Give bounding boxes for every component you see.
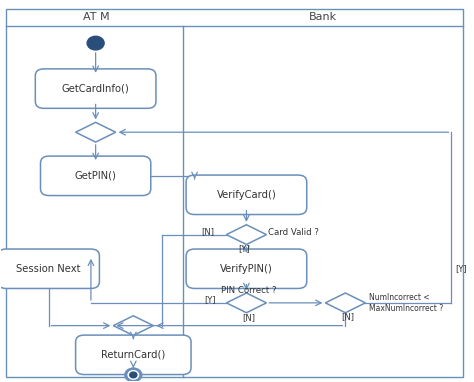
Text: VerifyCard(): VerifyCard()	[217, 190, 276, 200]
Text: [N]: [N]	[201, 227, 215, 236]
FancyBboxPatch shape	[76, 335, 191, 374]
Polygon shape	[76, 122, 116, 142]
Text: [N]: [N]	[242, 313, 255, 322]
Text: Bank: Bank	[309, 12, 337, 22]
Text: VerifyPIN(): VerifyPIN()	[220, 264, 273, 274]
Polygon shape	[227, 293, 266, 313]
Text: [Y]: [Y]	[204, 295, 216, 304]
Text: GetCardInfo(): GetCardInfo()	[62, 84, 129, 94]
FancyBboxPatch shape	[6, 9, 463, 377]
Circle shape	[87, 36, 104, 50]
Polygon shape	[227, 225, 266, 244]
Text: MaxNumIncorrect ?: MaxNumIncorrect ?	[369, 304, 443, 313]
Text: [Y]: [Y]	[455, 264, 467, 273]
Text: AT M: AT M	[83, 12, 110, 22]
Text: [N]: [N]	[341, 312, 354, 320]
Text: NumIncorrect <: NumIncorrect <	[369, 293, 429, 302]
Circle shape	[130, 372, 137, 378]
Polygon shape	[113, 316, 154, 335]
Text: PIN Correct ?: PIN Correct ?	[221, 286, 276, 295]
Polygon shape	[325, 293, 365, 313]
Circle shape	[125, 368, 142, 382]
Text: Session Next: Session Next	[16, 264, 81, 274]
FancyBboxPatch shape	[186, 175, 307, 215]
Text: Card Valid ?: Card Valid ?	[268, 228, 319, 237]
FancyBboxPatch shape	[40, 156, 151, 196]
FancyBboxPatch shape	[36, 69, 156, 108]
Text: GetPIN(): GetPIN()	[75, 171, 117, 181]
Circle shape	[128, 371, 138, 379]
FancyBboxPatch shape	[0, 249, 100, 288]
Text: [Y]: [Y]	[238, 244, 250, 254]
Text: ReturnCard(): ReturnCard()	[101, 350, 165, 360]
FancyBboxPatch shape	[186, 249, 307, 288]
